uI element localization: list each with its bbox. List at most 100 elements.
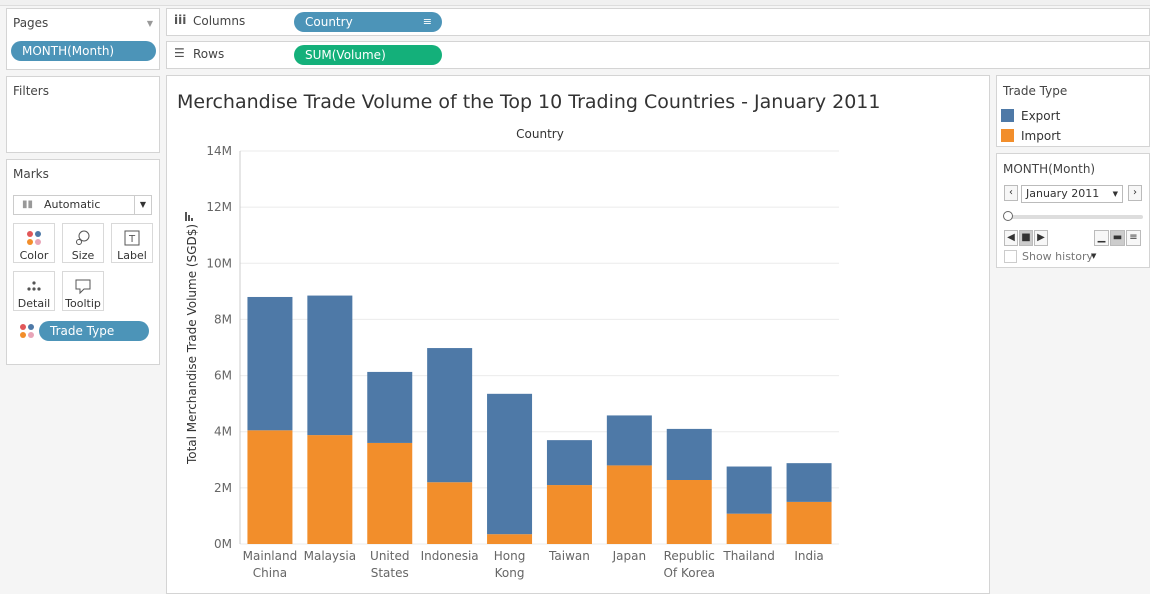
- page-slider-handle[interactable]: [1003, 211, 1013, 221]
- y-tick-label: 0M: [214, 537, 232, 551]
- show-history-label[interactable]: Show history: [1022, 250, 1094, 263]
- play-back-icon[interactable]: ◀: [1004, 230, 1018, 246]
- legend-card: Trade Type Export Import: [996, 75, 1150, 147]
- sort-icon[interactable]: [185, 212, 193, 221]
- bar-import[interactable]: [666, 479, 712, 544]
- bar-export[interactable]: [666, 428, 712, 480]
- x-tick-label: India: [794, 549, 823, 563]
- bar-import[interactable]: [606, 465, 652, 544]
- month-select[interactable]: January 2011 ▼: [1021, 185, 1123, 203]
- pause-icon[interactable]: ■: [1019, 230, 1033, 246]
- bar-import[interactable]: [546, 485, 592, 544]
- page-control-title: MONTH(Month): [1003, 162, 1096, 176]
- y-axis-label: Total Merchandise Trade Volume (SGD$): [185, 224, 199, 465]
- columns-country-label: Country: [305, 15, 353, 29]
- size-icon: [63, 229, 103, 249]
- y-tick-label: 8M: [214, 312, 232, 326]
- bar-import[interactable]: [247, 430, 293, 544]
- x-tick-label: Thailand: [722, 549, 775, 563]
- bar-import[interactable]: [786, 501, 832, 544]
- bar-import[interactable]: [487, 534, 533, 544]
- detail-button[interactable]: Detail: [13, 271, 55, 311]
- chart-area: Merchandise Trade Volume of the Top 10 T…: [166, 75, 990, 594]
- bar-export[interactable]: [726, 466, 772, 514]
- x-tick-label: Malaysia: [304, 549, 356, 563]
- page-control-card: MONTH(Month) ‹ January 2011 ▼ › ◀ ■ ▶ ▁ …: [996, 153, 1150, 268]
- detail-icon: [14, 277, 54, 297]
- bar-import[interactable]: [307, 435, 353, 544]
- color-label: Color: [19, 249, 49, 262]
- speed-slow-icon[interactable]: ▁: [1094, 230, 1109, 246]
- bar-chart-icon: ▮▮: [22, 199, 34, 210]
- legend-label-import: Import: [1021, 129, 1061, 143]
- color-button[interactable]: Color: [13, 223, 55, 263]
- label-label: Label: [117, 249, 147, 262]
- top-tab-strip: [0, 0, 1150, 6]
- color-icon: [14, 229, 54, 249]
- marks-title: Marks: [13, 167, 49, 181]
- bar-import[interactable]: [427, 482, 473, 544]
- x-tick-label: Mainland: [243, 549, 298, 563]
- chevron-down-icon[interactable]: ▼: [1091, 252, 1097, 260]
- tooltip-button[interactable]: Tooltip: [62, 271, 104, 311]
- x-tick-label: Hong: [494, 549, 526, 563]
- prev-month-button[interactable]: ‹: [1004, 185, 1018, 201]
- bar-export[interactable]: [786, 463, 832, 502]
- tooltip-label: Tooltip: [65, 297, 101, 310]
- bar-export[interactable]: [247, 296, 293, 431]
- legend-label-export: Export: [1021, 109, 1061, 123]
- chevron-down-icon[interactable]: ▼: [146, 19, 153, 28]
- text-label-icon: T: [112, 229, 152, 249]
- sort-descending-icon[interactable]: ≡: [422, 15, 432, 28]
- bar-import[interactable]: [726, 513, 772, 544]
- y-tick-label: 14M: [206, 144, 232, 158]
- next-month-button[interactable]: ›: [1128, 185, 1142, 201]
- bar-chart: Country Total Merchandise Trade Volume (…: [185, 127, 839, 580]
- bar-export[interactable]: [307, 295, 353, 436]
- chart-title: Merchandise Trade Volume of the Top 10 T…: [177, 91, 881, 113]
- show-history-checkbox[interactable]: [1004, 250, 1017, 263]
- mark-type-dropdown[interactable]: ▮▮ Automatic ▼: [13, 195, 152, 215]
- pages-month-pill[interactable]: MONTH(Month): [11, 41, 156, 61]
- x-tick-label: Republic: [664, 549, 715, 563]
- x-tick-label: Kong: [495, 566, 525, 580]
- play-forward-icon[interactable]: ▶: [1034, 230, 1048, 246]
- page-slider[interactable]: [1005, 215, 1143, 219]
- chevron-down-icon: ▼: [1112, 190, 1118, 198]
- bar-import[interactable]: [367, 442, 413, 544]
- x-tick-label: States: [371, 566, 409, 580]
- bar-export[interactable]: [487, 393, 533, 535]
- legend-swatch-import: [1001, 129, 1014, 142]
- chevron-down-icon: ▼: [134, 196, 151, 214]
- filters-title: Filters: [13, 84, 49, 98]
- detail-label: Detail: [17, 297, 51, 310]
- legend-title: Trade Type: [1003, 84, 1068, 98]
- bar-export[interactable]: [427, 348, 473, 483]
- y-tick-label: 2M: [214, 481, 232, 495]
- pages-card: Pages ▼ MONTH(Month): [6, 8, 160, 70]
- bar-export[interactable]: [367, 371, 413, 443]
- y-tick-label: 10M: [206, 256, 232, 270]
- legend-item-export[interactable]: Export: [1001, 109, 1060, 123]
- rows-volume-pill[interactable]: SUM(Volume): [294, 45, 442, 65]
- tooltip-icon: [63, 277, 103, 297]
- speed-fast-icon[interactable]: ≡: [1126, 230, 1141, 246]
- y-tick-label: 6M: [214, 369, 232, 383]
- bar-export[interactable]: [546, 440, 592, 486]
- x-tick-label: United: [370, 549, 409, 563]
- x-tick-label: Taiwan: [548, 549, 590, 563]
- x-tick-label: Japan: [612, 549, 646, 563]
- speed-medium-icon[interactable]: ▬: [1110, 230, 1125, 246]
- rows-icon: ☰: [174, 46, 185, 60]
- bar-export[interactable]: [606, 415, 652, 466]
- x-tick-label: China: [253, 566, 287, 580]
- trade-type-pill[interactable]: Trade Type: [39, 321, 149, 341]
- label-button[interactable]: T Label: [111, 223, 153, 263]
- marks-card: Marks ▮▮ Automatic ▼ Color Size T Label …: [6, 159, 160, 365]
- columns-country-pill[interactable]: Country ≡: [294, 12, 442, 32]
- legend-item-import[interactable]: Import: [1001, 129, 1061, 143]
- size-button[interactable]: Size: [62, 223, 104, 263]
- mark-type-value: Automatic: [44, 198, 101, 211]
- filters-card[interactable]: Filters: [6, 76, 160, 153]
- color-dots-icon: [19, 323, 35, 343]
